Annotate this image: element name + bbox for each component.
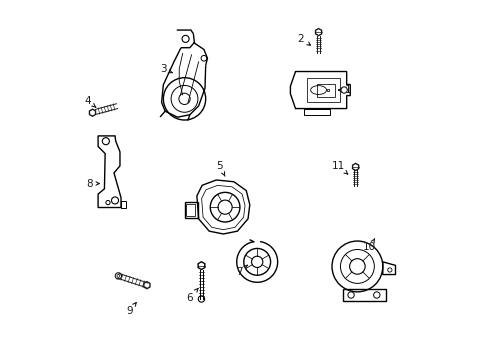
Text: 5: 5 bbox=[216, 161, 224, 176]
Text: 2: 2 bbox=[297, 34, 310, 45]
Text: 4: 4 bbox=[84, 96, 96, 107]
Text: 9: 9 bbox=[126, 302, 136, 315]
Text: 11: 11 bbox=[331, 161, 347, 174]
Text: 1: 1 bbox=[338, 85, 351, 95]
Text: 6: 6 bbox=[186, 288, 198, 303]
Text: 7: 7 bbox=[235, 265, 247, 277]
Text: 3: 3 bbox=[160, 64, 172, 74]
Text: 10: 10 bbox=[363, 239, 376, 252]
Text: 8: 8 bbox=[86, 179, 99, 189]
